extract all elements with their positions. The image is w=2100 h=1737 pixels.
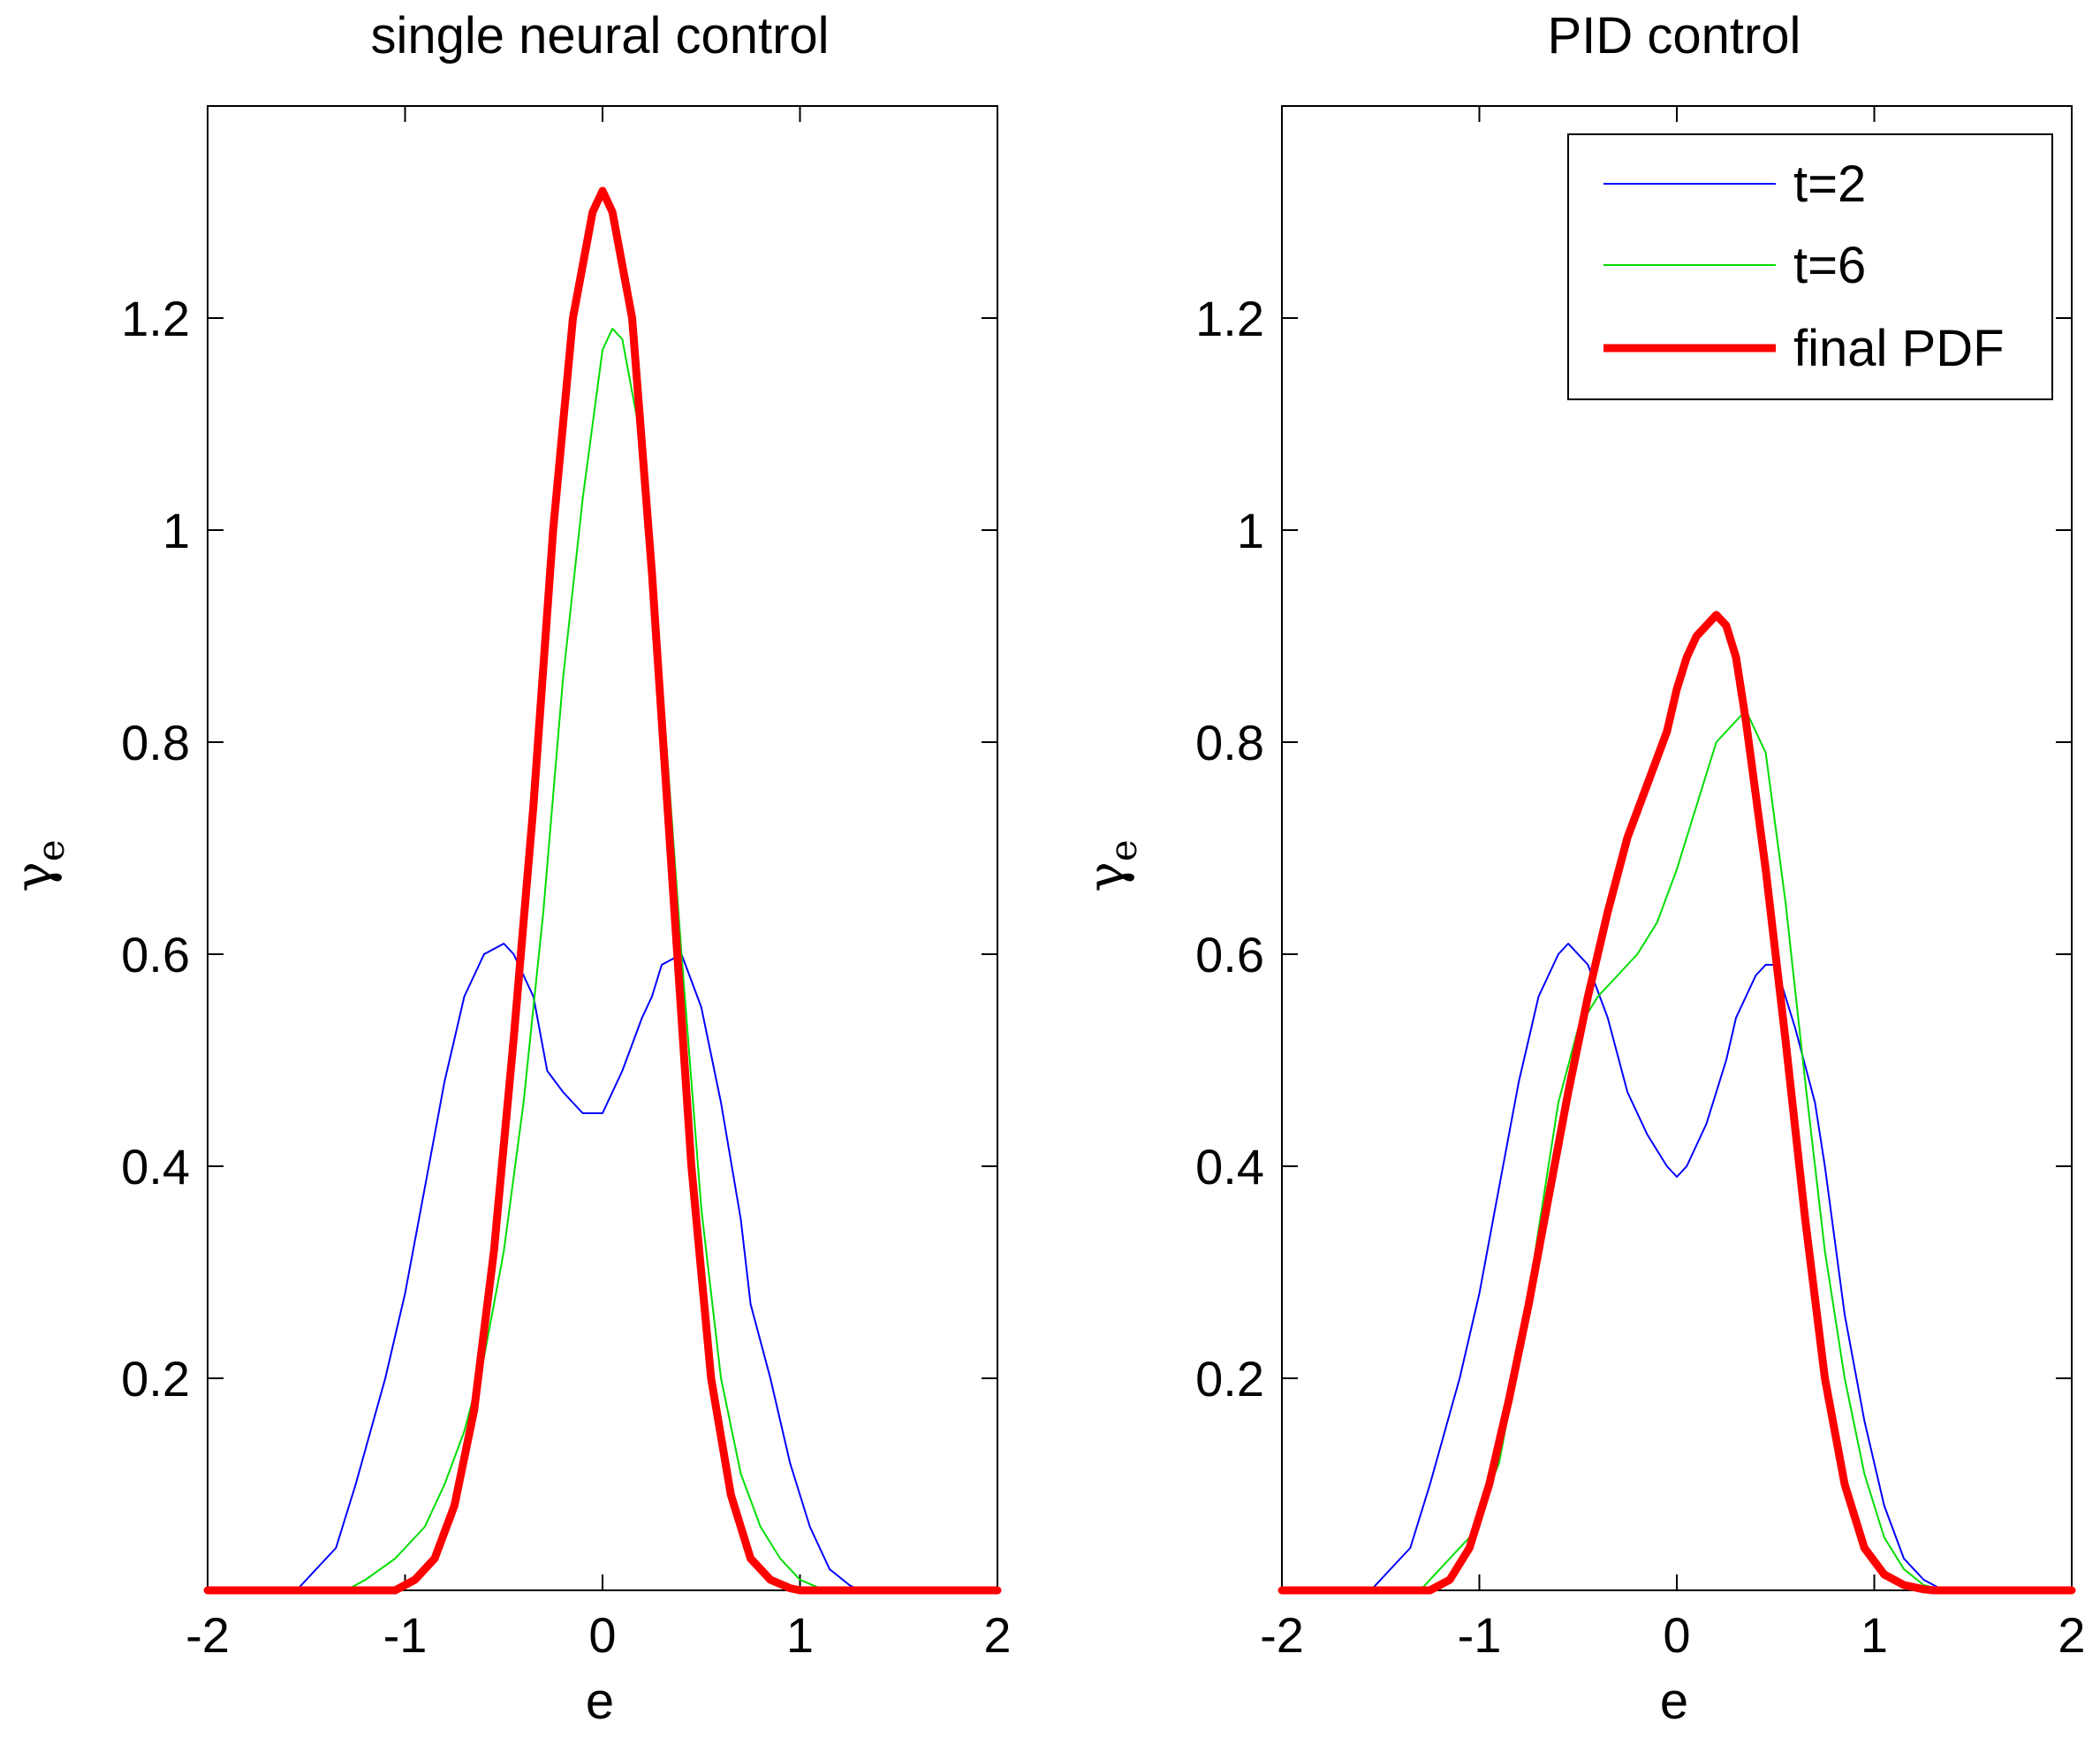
chart-title: PID control — [1548, 7, 1801, 64]
y-tick-label: 0.4 — [1195, 1139, 1264, 1195]
series-line-final-pdf — [203, 186, 1002, 1595]
y-axis-label: γe — [4, 839, 72, 892]
x-axis-label: e — [586, 1673, 614, 1730]
x-tick-label: 0 — [1663, 1607, 1690, 1663]
y-tick-label: 0.2 — [1195, 1351, 1264, 1407]
x-tick-label: 1 — [786, 1607, 814, 1663]
chart-title: single neural control — [370, 7, 829, 64]
series-line-t-2 — [207, 943, 998, 1591]
y-tick-label: 0.6 — [121, 927, 190, 982]
legend-box — [1567, 133, 2053, 400]
x-tick-label: -1 — [1458, 1607, 1502, 1663]
x-tick-label: -1 — [383, 1607, 428, 1663]
y-tick-label: 1.2 — [121, 291, 190, 346]
x-tick-label: 0 — [588, 1607, 616, 1663]
y-tick-label: 1 — [1237, 503, 1264, 558]
y-tick-label: 0.8 — [121, 715, 190, 770]
legend-label-t6: t=6 — [1793, 237, 1866, 294]
axis-ticks: -2 -1 0 1 2 0.2 0.4 0.6 0.8 1 1.2 — [1195, 106, 2086, 1663]
legend: t=2 t=6 final PDF — [1567, 133, 2053, 400]
series-lines — [1277, 611, 2076, 1595]
legend-label-t2: t=2 — [1793, 155, 1866, 213]
y-axis-label-main: γ — [1076, 861, 1136, 892]
x-axis-label: e — [1660, 1673, 1688, 1730]
x-tick-label: 1 — [1861, 1607, 1888, 1663]
y-tick-label: 1 — [163, 503, 190, 558]
y-axis-label-subscript: e — [29, 839, 72, 861]
panel-single-neural-control: single neural control -2 -1 0 1 2 0.2 0.4 0.6 0.… — [4, 7, 1012, 1730]
y-axis-label: γe — [1076, 839, 1145, 892]
y-tick-label: 0.8 — [1195, 715, 1264, 770]
x-tick-label: 2 — [2058, 1607, 2085, 1663]
y-axis-label-main: γ — [4, 861, 64, 892]
y-tick-label: 0.4 — [121, 1139, 190, 1195]
y-tick-label: 1.2 — [1195, 291, 1264, 346]
panel-pid-control: PID control -2 -1 0 1 20.20.40.60.811.2 e γe… — [1076, 7, 2086, 1730]
axis-ticks: -2 -1 0 1 2 0.2 0.4 0.6 0.8 1 1.2 — [121, 106, 1012, 1663]
series-lines — [203, 186, 1002, 1595]
y-axis-label-subscript: e — [1102, 839, 1145, 861]
y-tick-label: 0.6 — [1195, 927, 1264, 982]
series-line-final-pdf — [1277, 611, 2076, 1595]
y-tick-label: 0.2 — [121, 1351, 190, 1407]
x-tick-label: 2 — [983, 1607, 1011, 1663]
x-tick-label: -2 — [1260, 1607, 1304, 1663]
x-tick-label: -2 — [186, 1607, 230, 1663]
series-line-t-6 — [207, 328, 998, 1591]
series-line-t-2 — [1281, 943, 2073, 1591]
legend-label-final-pdf: final PDF — [1793, 320, 2005, 377]
